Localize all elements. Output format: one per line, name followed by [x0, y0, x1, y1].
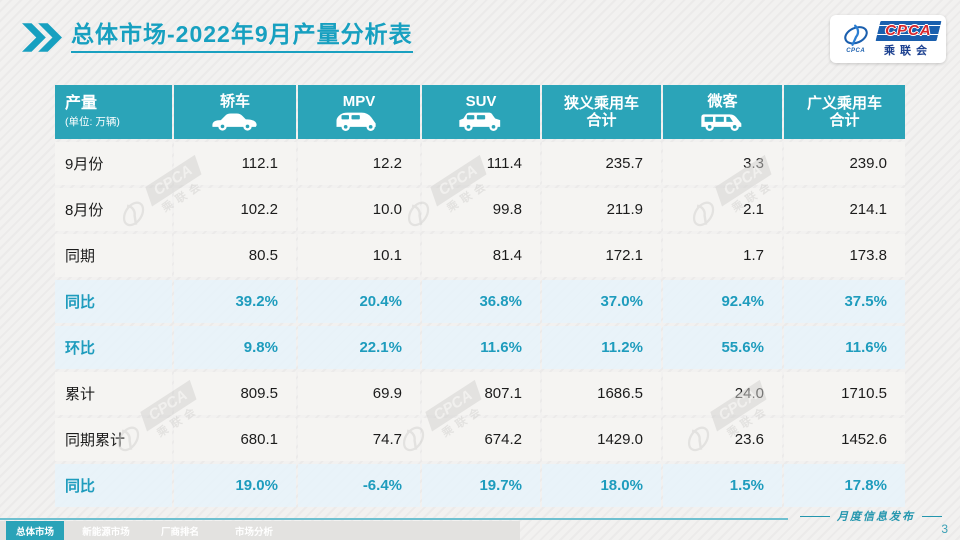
table-cell: 37.5% — [784, 280, 905, 323]
footer-note-text: 月度信息发布 — [837, 510, 915, 523]
row-label: 同比 — [55, 464, 172, 507]
microvan-icon — [700, 114, 741, 132]
header-cell-sedan: 轿车 — [174, 85, 296, 139]
table-cell: 12.2 — [298, 142, 420, 185]
table-row-cumulative: 累计 809.5 69.9 807.1 1686.5 24.0 1710.5 — [55, 372, 905, 415]
cpca-logo: CPCA CPCA 乘联会 — [830, 15, 946, 63]
header-cell-narrow-pv: 狭义乘用车 合计 — [542, 85, 661, 139]
table-row-cumulative-same-period: 同期累计 680.1 74.7 674.2 1429.0 23.6 1452.6 — [55, 418, 905, 461]
table-cell: 1452.6 — [784, 418, 905, 461]
table-cell: 74.7 — [298, 418, 420, 461]
page-title-rest: -2022年9月产量分析表 — [167, 21, 413, 47]
table-cell: 3.3 — [663, 142, 782, 185]
table-cell: 99.8 — [422, 188, 540, 231]
table-cell: 36.8% — [422, 280, 540, 323]
table-cell: 69.9 — [298, 372, 420, 415]
note-dash-left — [800, 515, 830, 517]
emblem-sub-text: CPCA — [846, 48, 866, 54]
table-cell: 1710.5 — [784, 372, 905, 415]
table-cell: 19.0% — [174, 464, 296, 507]
row-label: 同期累计 — [55, 418, 172, 461]
cpca-wordmark: CPCA — [875, 20, 941, 41]
production-table: 产量 (单位: 万辆) 轿车 MPV — [55, 85, 905, 510]
tab-overall-market[interactable]: 总体市场 — [6, 521, 64, 540]
table-cell: 17.8% — [784, 464, 905, 507]
table-cell: -6.4% — [298, 464, 420, 507]
header-cell-microvan: 微客 — [663, 85, 782, 139]
table-cell: 211.9 — [542, 188, 661, 231]
table-cell: 680.1 — [174, 418, 296, 461]
table-cell: 809.5 — [174, 372, 296, 415]
table-row-yoy: 同比 39.2% 20.4% 36.8% 37.0% 92.4% 37.5% — [55, 280, 905, 323]
page-title: 总体市场-2022年9月产量分析表 — [71, 21, 413, 54]
table-cell: 11.6% — [422, 326, 540, 369]
row-label: 8月份 — [55, 188, 172, 231]
table-cell: 39.2% — [174, 280, 296, 323]
table-cell: 23.6 — [663, 418, 782, 461]
footer-divider — [0, 518, 788, 520]
table-cell: 111.4 — [422, 142, 540, 185]
table-header-row: 产量 (单位: 万辆) 轿车 MPV — [55, 85, 905, 139]
table-cell: 11.6% — [784, 326, 905, 369]
mpv-icon — [336, 112, 376, 132]
table-cell: 674.2 — [422, 418, 540, 461]
table-cell: 173.8 — [784, 234, 905, 277]
suv-icon — [459, 112, 501, 132]
note-dash-right — [922, 515, 942, 517]
row-label: 9月份 — [55, 142, 172, 185]
table-cell: 214.1 — [784, 188, 905, 231]
table-row-cumulative-yoy: 同比 19.0% -6.4% 19.7% 18.0% 1.5% 17.8% — [55, 464, 905, 507]
page-number: 3 — [941, 522, 948, 536]
table-cell: 112.1 — [174, 142, 296, 185]
table-cell: 1686.5 — [542, 372, 661, 415]
table-cell: 10.0 — [298, 188, 420, 231]
row-label: 累计 — [55, 372, 172, 415]
table-cell: 20.4% — [298, 280, 420, 323]
table-row-august: 8月份 102.2 10.0 99.8 211.9 2.1 214.1 — [55, 188, 905, 231]
table-row-mom: 环比 9.8% 22.1% 11.6% 11.2% 55.6% 11.6% — [55, 326, 905, 369]
tab-nev-market[interactable]: 新能源市场 — [82, 526, 130, 538]
footer-note: 月度信息发布 — [762, 508, 942, 524]
sedan-icon — [212, 113, 257, 131]
table-row-same-period: 同期 80.5 10.1 81.4 172.1 1.7 173.8 — [55, 234, 905, 277]
table-cell: 24.0 — [663, 372, 782, 415]
tab-market-analysis[interactable]: 市场分析 — [234, 526, 273, 538]
table-cell: 22.1% — [298, 326, 420, 369]
table-cell: 81.4 — [422, 234, 540, 277]
slide-header: 总体市场-2022年9月产量分析表 — [22, 21, 413, 54]
header-cell-metric: 产量 (单位: 万辆) — [55, 85, 172, 139]
row-label: 同比 — [55, 280, 172, 323]
table-cell: 239.0 — [784, 142, 905, 185]
header-cell-suv: SUV — [422, 85, 540, 139]
header-cell-mpv: MPV — [298, 85, 420, 139]
table-cell: 55.6% — [663, 326, 782, 369]
table-cell: 80.5 — [174, 234, 296, 277]
table-cell: 1.5% — [663, 464, 782, 507]
double-chevron-icon — [22, 23, 62, 52]
table-cell: 1429.0 — [542, 418, 661, 461]
table-cell: 102.2 — [174, 188, 296, 231]
table-cell: 9.8% — [174, 326, 296, 369]
table-cell: 92.4% — [663, 280, 782, 323]
table-cell: 10.1 — [298, 234, 420, 277]
table-cell: 19.7% — [422, 464, 540, 507]
section-tabbar: 总体市场 新能源市场 厂商排名 市场分析 — [0, 521, 520, 540]
tab-oem-ranking[interactable]: 厂商排名 — [160, 526, 199, 538]
table-row-september: 9月份 112.1 12.2 111.4 235.7 3.3 239.0 — [55, 142, 905, 185]
table-cell: 235.7 — [542, 142, 661, 185]
row-label: 同期 — [55, 234, 172, 277]
table-cell: 807.1 — [422, 372, 540, 415]
table-cell: 2.1 — [663, 188, 782, 231]
page-title-highlight: 总体市场 — [71, 21, 167, 47]
header-cell-broad-pv: 广义乘用车 合计 — [784, 85, 905, 139]
table-cell: 1.7 — [663, 234, 782, 277]
logo-cn-name: 乘联会 — [883, 44, 932, 57]
table-cell: 11.2% — [542, 326, 661, 369]
table-cell: 172.1 — [542, 234, 661, 277]
row-label: 环比 — [55, 326, 172, 369]
cpca-emblem-icon: CPCA — [838, 24, 874, 54]
table-cell: 37.0% — [542, 280, 661, 323]
table-cell: 18.0% — [542, 464, 661, 507]
